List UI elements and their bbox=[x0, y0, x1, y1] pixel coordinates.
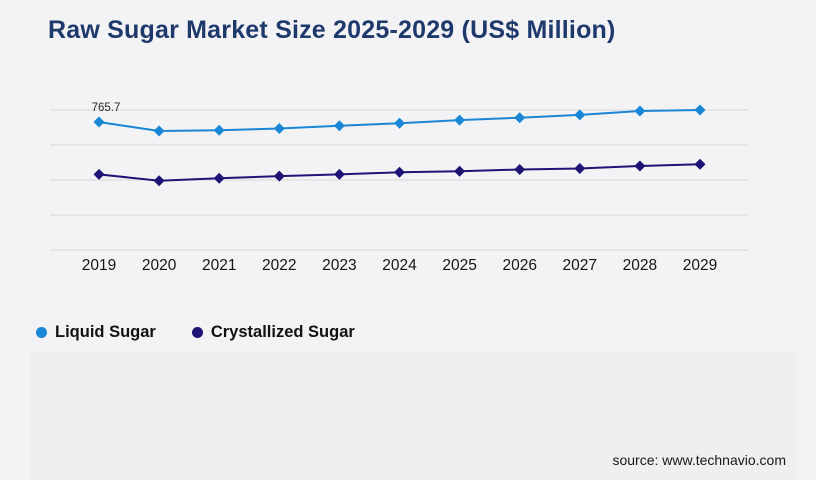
x-axis-label: 2026 bbox=[502, 257, 536, 274]
x-axis-label: 2020 bbox=[142, 257, 177, 274]
data-point-crystallized-sugar-2027 bbox=[574, 162, 586, 174]
data-point-liquid-sugar-2020 bbox=[153, 125, 165, 137]
legend-label: Liquid Sugar bbox=[55, 323, 156, 341]
data-point-crystallized-sugar-2019 bbox=[93, 168, 105, 180]
legend-item-crystallized-sugar: Crystallized Sugar bbox=[191, 323, 355, 342]
data-point-liquid-sugar-2024 bbox=[394, 117, 405, 129]
data-point-crystallized-sugar-2026 bbox=[514, 164, 526, 175]
background-panel bbox=[30, 352, 796, 480]
data-point-crystallized-sugar-2023 bbox=[333, 168, 345, 180]
x-axis-label: 2024 bbox=[382, 257, 417, 274]
x-axis-label: 2028 bbox=[623, 257, 657, 274]
data-point-crystallized-sugar-2028 bbox=[634, 160, 646, 172]
data-point-crystallized-sugar-2022 bbox=[273, 170, 285, 182]
data-point-liquid-sugar-2025 bbox=[454, 114, 466, 126]
data-point-liquid-sugar-2027 bbox=[574, 109, 586, 121]
data-point-crystallized-sugar-2025 bbox=[454, 165, 466, 177]
x-axis-label: 2019 bbox=[82, 257, 116, 274]
chart-legend: Liquid Sugar Crystallized Sugar bbox=[36, 323, 355, 342]
data-point-liquid-sugar-2023 bbox=[333, 120, 345, 132]
point-data-label: 765.7 bbox=[92, 102, 121, 114]
data-point-crystallized-sugar-2024 bbox=[394, 166, 405, 178]
data-point-liquid-sugar-2019 bbox=[93, 116, 105, 128]
source-attribution: source: www.technavio.com bbox=[612, 452, 786, 468]
x-axis-label: 2022 bbox=[262, 257, 296, 274]
x-axis-label: 2027 bbox=[563, 257, 597, 274]
x-axis-label: 2025 bbox=[442, 257, 476, 274]
data-point-liquid-sugar-2029 bbox=[694, 104, 706, 116]
legend-label: Crystallized Sugar bbox=[210, 323, 355, 341]
legend-item-liquid-sugar: Liquid Sugar bbox=[36, 323, 156, 342]
data-point-liquid-sugar-2026 bbox=[514, 112, 526, 124]
x-axis-label: 2029 bbox=[683, 257, 717, 274]
x-axis-label: 2023 bbox=[322, 257, 356, 274]
crystallized-sugar-legend-dot-icon bbox=[191, 327, 203, 338]
chart-title: Raw Sugar Market Size 2025-2029 (US$ Mil… bbox=[48, 16, 616, 44]
liquid-sugar-legend-dot-icon bbox=[36, 327, 47, 338]
data-point-liquid-sugar-2028 bbox=[634, 105, 646, 117]
x-axis-label: 2021 bbox=[202, 257, 236, 274]
data-point-liquid-sugar-2021 bbox=[213, 124, 225, 136]
data-point-crystallized-sugar-2029 bbox=[694, 158, 706, 170]
data-point-liquid-sugar-2022 bbox=[273, 123, 285, 135]
data-point-crystallized-sugar-2020 bbox=[153, 175, 165, 187]
data-point-crystallized-sugar-2021 bbox=[213, 172, 225, 184]
